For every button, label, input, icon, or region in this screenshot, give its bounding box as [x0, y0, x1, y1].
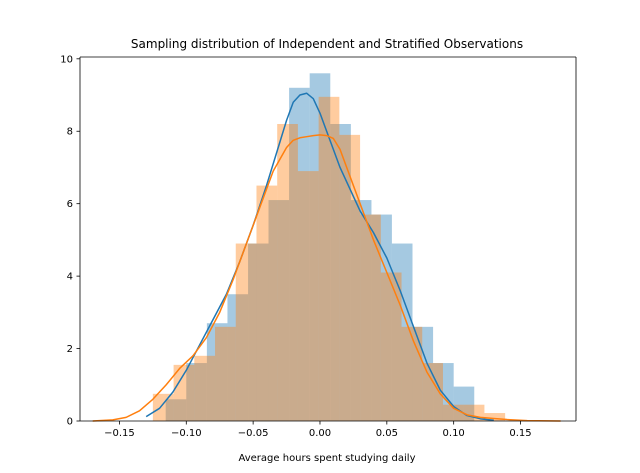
histogram-bar — [318, 96, 340, 422]
axes-frame — [79, 56, 577, 422]
x-axis-ticks: −0.15 −0.10 −0.05 0.00 0.05 0.10 0.15 — [104, 421, 532, 439]
plot-area: −0.15 −0.10 −0.05 0.00 0.05 0.10 0.15 0 2 4 6 8 10 — [60, 54, 577, 439]
histogram-bar — [484, 413, 506, 421]
y-tick-label: 8 — [67, 127, 73, 138]
kde-line-series-1 — [145, 92, 494, 422]
x-tick-label: 0.05 — [376, 428, 398, 439]
histogram-bar — [186, 363, 207, 421]
histogram-bar — [350, 200, 372, 421]
histogram-bar — [215, 326, 236, 421]
y-tick-label: 6 — [67, 199, 73, 210]
histogram-bar — [256, 185, 278, 421]
histogram-series-2 — [152, 96, 506, 422]
x-tick-label: 0.15 — [509, 428, 531, 439]
histogram-bar — [268, 200, 290, 421]
histogram-bar — [235, 243, 257, 421]
histogram-series-1 — [165, 73, 475, 421]
histogram-bar — [339, 134, 361, 421]
histogram-bar — [277, 124, 298, 421]
x-axis-label: Average hours spent studying daily — [238, 453, 415, 464]
histogram-bar — [371, 214, 392, 421]
histogram-bar — [453, 386, 475, 421]
histogram-bar — [165, 399, 187, 421]
histogram-bar — [173, 364, 195, 421]
y-tick-label: 2 — [67, 344, 73, 355]
kde-line-series-2 — [92, 134, 561, 422]
histogram-bar — [289, 87, 310, 421]
x-tick-label: −0.15 — [104, 428, 135, 439]
x-tick-label: 0.00 — [309, 428, 331, 439]
y-tick-label: 0 — [67, 417, 73, 428]
y-axis-ticks: 0 2 4 6 8 10 — [60, 54, 80, 428]
y-tick-label: 4 — [67, 272, 73, 283]
histogram-bar — [360, 214, 381, 421]
histogram-bar — [391, 243, 413, 421]
y-tick-label: 10 — [60, 54, 73, 65]
histogram-bar — [152, 393, 174, 421]
histogram-bar — [309, 73, 331, 421]
histogram-bar — [422, 363, 443, 421]
histogram-bar — [206, 323, 228, 421]
histogram-bar — [380, 272, 402, 421]
histogram-bar — [248, 243, 269, 421]
histogram-bar — [297, 171, 319, 421]
histogram-bar — [194, 355, 216, 421]
x-tick-label: 0.10 — [443, 428, 465, 439]
histogram-bar — [433, 363, 454, 421]
histogram-bar — [442, 404, 464, 421]
x-tick-label: −0.10 — [171, 428, 202, 439]
histogram-bar — [330, 124, 351, 421]
chart-title: Sampling distribution of Independent and… — [131, 37, 523, 51]
x-tick-label: −0.05 — [238, 428, 269, 439]
histogram-bar — [227, 294, 249, 421]
